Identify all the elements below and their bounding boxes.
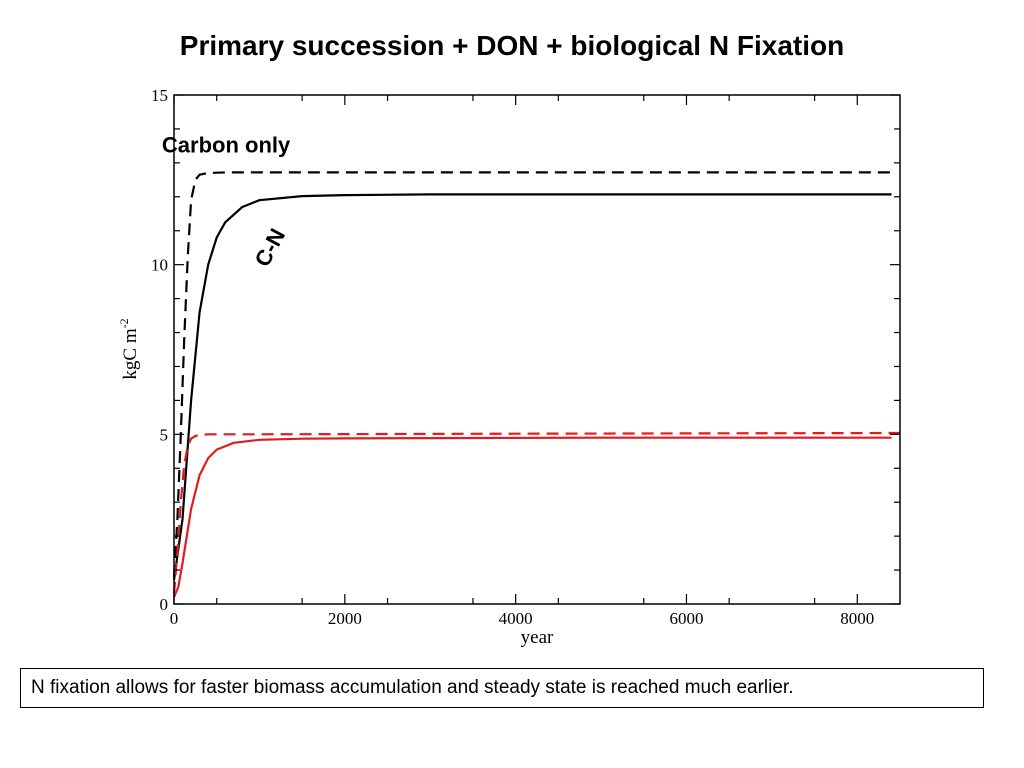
- y-tick-label-0: 0: [160, 595, 169, 614]
- x-tick-label-4: 8000: [840, 609, 874, 628]
- x-axis-title: year: [521, 627, 554, 648]
- x-tick-label-2: 4000: [499, 609, 533, 628]
- slide-title: Primary succession + DON + biological N …: [179, 30, 845, 61]
- y-axis-title-superscript: -2: [117, 318, 131, 328]
- annotation-1: C-N: [250, 224, 290, 270]
- series-line-0: [172, 171, 892, 577]
- x-tick-label-1: 2000: [328, 609, 362, 628]
- caption-box: N fixation allows for faster biomass acc…: [20, 668, 984, 708]
- annotation-0: Carbon only: [162, 133, 291, 158]
- plot-lines: [172, 171, 901, 598]
- series-line-1: [172, 193, 892, 581]
- caption-text: N fixation allows for faster biomass acc…: [31, 677, 794, 698]
- series-line-2: [172, 431, 901, 594]
- y-tick-label-2: 10: [151, 256, 168, 275]
- line-chart: 0 2000 4000 6000 8000 0 5 10 15 year kgC m-2 Car…: [117, 86, 901, 648]
- y-axis-title: kgC m-2: [117, 318, 141, 379]
- plot-frame: [173, 94, 901, 605]
- y-axis-title-text: kgC m: [120, 328, 141, 379]
- tick-labels: 0 2000 4000 6000 8000 0 5 10 15: [151, 86, 874, 628]
- y-tick-label-3: 15: [151, 86, 168, 105]
- annotations: Carbon only C-N: [162, 133, 291, 271]
- axis-ticks: [173, 94, 900, 605]
- x-tick-label-0: 0: [170, 609, 179, 628]
- y-tick-label-1: 5: [160, 425, 169, 444]
- x-tick-label-3: 6000: [669, 609, 703, 628]
- series-line-3: [172, 436, 892, 598]
